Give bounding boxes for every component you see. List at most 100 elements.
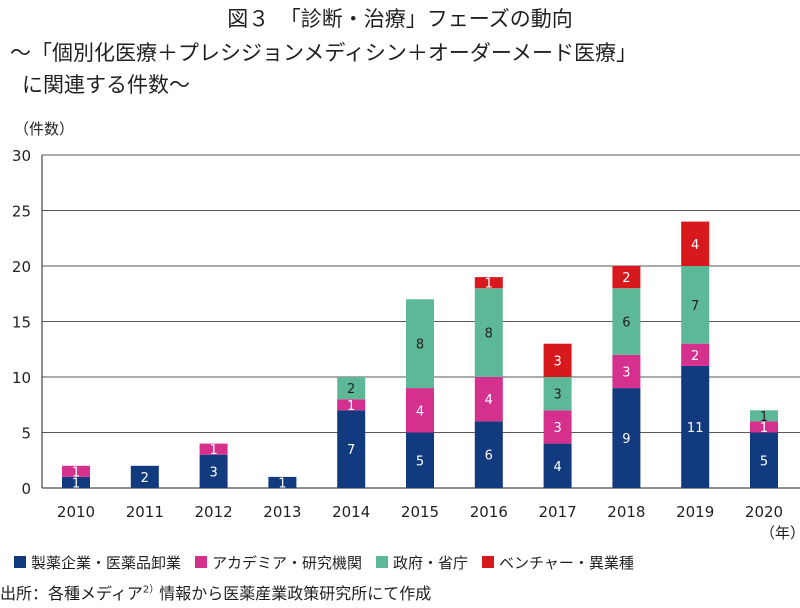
bar-segment-pharma [474, 421, 503, 488]
bar-segment-pharma [406, 432, 434, 488]
chart-title-line-2: ～「個別化医療＋プレシジョンメディシン＋オーダーメード医療」 [10, 41, 638, 65]
data-label-academia: 3 [622, 365, 630, 380]
y-tick-label: 25 [12, 203, 31, 221]
y-tick-label: 30 [12, 147, 31, 165]
bar-segment-academia [62, 465, 90, 477]
data-label-academia: 1 [760, 421, 768, 436]
legend-item-venture: ベンチャー・異業種 [482, 552, 634, 573]
legend-label-academia: アカデミア・研究機関 [212, 553, 363, 572]
bar-segment-pharma [543, 443, 572, 488]
data-label-academia: 3 [553, 421, 561, 436]
data-label-academia: 1 [72, 465, 80, 480]
legend-swatch-venture [482, 556, 495, 568]
data-label-venture: 2 [622, 271, 630, 286]
bar-segment-pharma [268, 476, 297, 488]
x-axis-unit-label: （年） [760, 524, 800, 542]
bar-segment-pharma [199, 454, 228, 488]
legend-label-government: 政府・省庁 [393, 553, 469, 572]
data-label-government: 8 [416, 338, 424, 353]
bar-segment-academia [612, 354, 641, 389]
bar-segment-pharma [130, 465, 159, 488]
bar-segment-academia [750, 421, 778, 433]
legend-label-venture: ベンチャー・異業種 [499, 553, 634, 572]
legend-item-government: 政府・省庁 [376, 552, 468, 573]
x-tick-label: 2014 [332, 503, 370, 521]
y-tick-label: 5 [21, 425, 31, 443]
legend-item-pharma: 製薬企業・医薬品卸業 [14, 552, 181, 573]
data-label-pharma: 1 [72, 476, 80, 491]
bar-segment-government [474, 288, 503, 377]
data-label-government: 3 [553, 388, 561, 403]
x-tick-label: 2012 [195, 503, 233, 521]
y-axis-unit-label: （件数） [14, 120, 75, 138]
legend-swatch-pharma [14, 556, 26, 568]
bar-segment-venture [474, 277, 503, 289]
source-suffix: 情報から医薬産業政策研究所にて作成 [159, 584, 432, 603]
bar-segment-venture [681, 221, 710, 266]
data-label-academia: 1 [209, 443, 217, 458]
bar-segment-academia [406, 388, 434, 433]
source-footnote-mark: 2） [142, 584, 160, 596]
data-label-pharma: 11 [687, 421, 704, 436]
data-label-government: 7 [691, 299, 699, 314]
data-label-pharma: 5 [416, 454, 424, 469]
data-label-government: 2 [347, 382, 355, 397]
bar-segment-pharma [681, 365, 710, 488]
bar-segment-academia [681, 343, 710, 366]
x-tick-label: 2016 [470, 503, 508, 521]
y-tick-label: 20 [12, 258, 31, 276]
data-label-government: 1 [760, 410, 768, 425]
source-note: 出所：各種メディア2）情報から医薬産業政策研究所にて作成 [0, 580, 431, 604]
bar-segment-venture [612, 266, 641, 289]
data-label-venture: 4 [691, 238, 699, 253]
x-tick-label: 2020 [745, 503, 783, 521]
bar-segment-government [406, 299, 434, 389]
x-tick-label: 2015 [401, 503, 439, 521]
data-label-academia: 4 [485, 393, 493, 408]
x-tick-label: 2017 [539, 503, 577, 521]
y-tick-label: 10 [12, 369, 31, 387]
data-label-pharma: 5 [760, 454, 768, 469]
legend: 製薬企業・医薬品卸業 アカデミア・研究機関 政府・省庁 ベンチャー・異業種 [14, 552, 648, 572]
x-tick-label: 2011 [126, 503, 164, 521]
bar-segment-government [543, 377, 572, 411]
bar-segment-pharma [337, 410, 366, 488]
data-label-government: 6 [622, 316, 630, 331]
bar-segment-academia [199, 443, 228, 455]
bar-segment-government [612, 288, 641, 355]
x-tick-label: 2013 [263, 503, 301, 521]
bar-segment-government [337, 377, 366, 400]
legend-swatch-academia [195, 556, 208, 568]
data-label-pharma: 1 [278, 476, 286, 491]
y-tick-label: 0 [21, 480, 31, 498]
bar-segment-venture [543, 343, 572, 377]
source-prefix: 出所：各種メディア [0, 584, 143, 603]
legend-item-academia: アカデミア・研究機関 [195, 552, 362, 573]
legend-swatch-government [376, 556, 389, 568]
bar-segment-academia [474, 377, 503, 422]
data-label-venture: 3 [553, 354, 561, 369]
bar-segment-government [750, 410, 778, 422]
legend-label-pharma: 製薬企業・医薬品卸業 [31, 553, 182, 572]
x-tick-label: 2010 [57, 503, 95, 521]
bar-segment-academia [543, 410, 572, 444]
bar-segment-pharma [612, 388, 641, 488]
data-label-government: 8 [485, 327, 493, 342]
chart-title-line-3: に関連する件数～ [22, 73, 190, 97]
bar-segment-government [681, 266, 710, 344]
data-label-academia: 2 [691, 349, 699, 364]
data-label-pharma: 6 [485, 449, 493, 464]
bar-segment-pharma [750, 432, 778, 488]
x-tick-label: 2018 [607, 503, 645, 521]
chart-title-line-1: 図３ 「診断・治療」フェーズの動向 [227, 7, 573, 31]
y-tick-label: 15 [12, 314, 31, 332]
data-label-pharma: 3 [209, 465, 217, 480]
data-label-pharma: 7 [347, 443, 355, 458]
data-label-pharma: 4 [553, 460, 561, 475]
data-label-academia: 4 [416, 404, 424, 419]
x-tick-label: 2019 [676, 503, 714, 521]
data-label-pharma: 9 [622, 432, 630, 447]
data-label-pharma: 2 [141, 471, 149, 486]
data-label-academia: 1 [347, 399, 355, 414]
